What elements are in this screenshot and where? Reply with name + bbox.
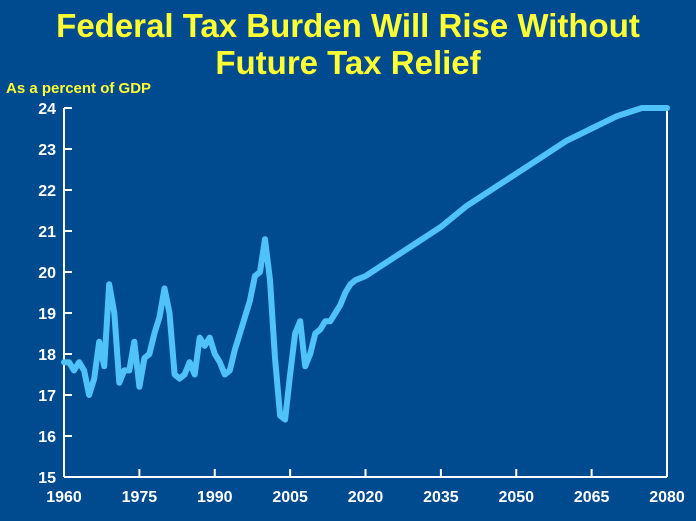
x-tick-label: 2020 [348, 489, 384, 506]
x-tick-label: 2080 [649, 489, 685, 506]
y-tick-label: 24 [38, 101, 56, 118]
axes [63, 107, 668, 478]
y-tick-label: 17 [38, 388, 56, 405]
y-tick-label: 18 [38, 347, 56, 364]
x-tick-label: 1975 [122, 489, 158, 506]
y-tick-label: 16 [38, 429, 56, 446]
chart-title-line-2: Future Tax Relief [215, 44, 481, 81]
y-tick-label: 21 [38, 224, 56, 241]
y-tick-label: 20 [38, 265, 56, 282]
y-tick-label: 22 [38, 183, 56, 200]
x-tick-label: 2050 [498, 489, 534, 506]
y-tick-label: 15 [38, 470, 56, 487]
x-tick-label: 2035 [423, 489, 459, 506]
y-axis-label: As a percent of GDP [6, 80, 152, 97]
series-line-1 [61, 105, 670, 423]
x-tick-label: 2005 [272, 489, 308, 506]
y-tick-label: 23 [38, 142, 56, 159]
tick-labels: 15 16 17 18 19 20 21 22 23 24 1960 1975 1990 2005 2020… [38, 101, 685, 506]
x-tick-label: 1960 [46, 489, 82, 506]
chart-title-line-1: Federal Tax Burden Will Rise Without [56, 7, 640, 44]
y-tick-label: 19 [38, 306, 56, 323]
x-tick-label: 2065 [574, 489, 610, 506]
plot-area [61, 105, 670, 423]
x-tick-label: 1990 [197, 489, 233, 506]
